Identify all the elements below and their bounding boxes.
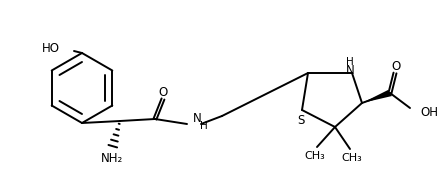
Text: N: N [345,64,353,77]
Text: OH: OH [419,106,437,119]
Text: NH₂: NH₂ [101,151,123,165]
Text: S: S [297,113,304,127]
Text: H: H [345,57,353,67]
Text: CH₃: CH₃ [304,151,325,161]
Text: CH₃: CH₃ [341,153,361,163]
Text: O: O [391,60,400,73]
Text: H: H [200,121,207,131]
Text: O: O [158,85,167,98]
Text: N: N [193,113,201,125]
Text: HO: HO [42,43,60,56]
Polygon shape [361,90,391,103]
